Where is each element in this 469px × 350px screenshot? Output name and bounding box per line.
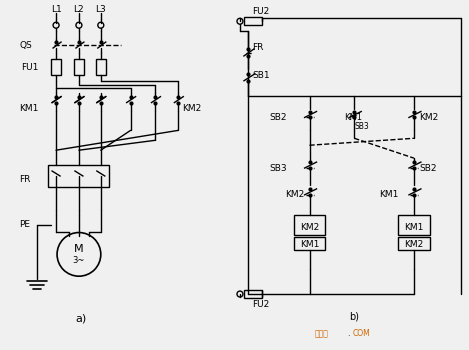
Text: L2: L2 — [74, 5, 84, 14]
Bar — [244, 290, 262, 298]
Text: L1: L1 — [51, 5, 61, 14]
Text: KM1: KM1 — [379, 190, 399, 199]
Bar — [244, 17, 262, 25]
Text: KM1: KM1 — [19, 104, 38, 113]
Text: a): a) — [76, 314, 87, 324]
Text: KM1: KM1 — [300, 240, 319, 249]
Text: SB2: SB2 — [419, 163, 436, 173]
Bar — [74, 59, 84, 75]
Bar — [96, 59, 106, 75]
Bar — [48, 165, 109, 187]
Text: SB1: SB1 — [252, 71, 270, 80]
Text: KM2: KM2 — [404, 240, 424, 249]
Bar — [51, 59, 61, 75]
Text: KM2: KM2 — [285, 190, 304, 199]
Text: FR: FR — [252, 42, 263, 51]
Text: PE: PE — [19, 220, 30, 229]
Bar — [398, 215, 430, 234]
Text: COM: COM — [352, 329, 370, 338]
Text: FR: FR — [19, 175, 30, 184]
Text: SB2: SB2 — [270, 113, 287, 122]
Text: 3~: 3~ — [73, 256, 85, 265]
Text: b): b) — [349, 312, 359, 322]
Text: SB3: SB3 — [354, 122, 369, 131]
Text: KM1: KM1 — [344, 113, 363, 122]
Bar — [398, 237, 430, 250]
Text: 桔线图: 桔线图 — [315, 329, 328, 338]
Bar — [294, 215, 325, 234]
Text: M: M — [74, 244, 84, 254]
Text: FU2: FU2 — [252, 300, 269, 309]
Text: SB3: SB3 — [270, 163, 287, 173]
Text: KM2: KM2 — [419, 113, 438, 122]
Text: FU2: FU2 — [252, 7, 269, 16]
Text: FU1: FU1 — [21, 63, 38, 72]
Text: .: . — [348, 329, 350, 338]
Bar — [294, 237, 325, 250]
Text: KM2: KM2 — [182, 104, 202, 113]
Text: KM2: KM2 — [300, 223, 319, 232]
Text: L3: L3 — [95, 5, 106, 14]
Text: QS: QS — [19, 41, 32, 50]
Text: KM1: KM1 — [404, 223, 424, 232]
